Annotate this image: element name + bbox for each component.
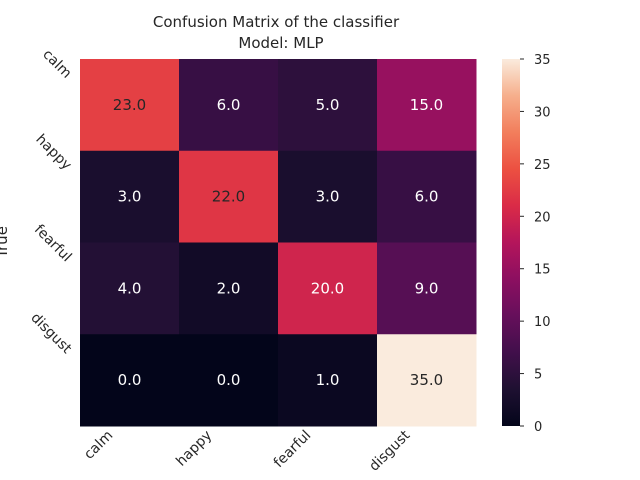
heatmap-cell — [80, 150, 180, 243]
heatmap-cell — [377, 334, 477, 427]
heatmap-annotations: 23.0 6.0 5.0 15.0 3.0 22.0 3.0 6.0 4.0 2.0 20.0 9.0… — [113, 96, 443, 389]
colorbar-tick-label: 25 — [534, 158, 551, 173]
x-tick-label: calm — [81, 428, 116, 463]
heatmap-cell — [278, 150, 378, 243]
colorbar-tick-label: 35 — [534, 53, 551, 68]
heatmap-cell — [80, 242, 180, 335]
heatmap-cell — [179, 150, 279, 243]
chart-subtitle: Model: MLP — [238, 34, 323, 52]
y-tick-label: disgust — [27, 310, 74, 357]
cell-annotation: 9.0 — [415, 279, 439, 297]
heatmap-cell — [80, 59, 180, 152]
heatmap-cell — [377, 150, 477, 243]
colorbar-tick-label: 0 — [534, 420, 542, 435]
heatmap-cells — [80, 59, 477, 427]
heatmap-cell — [179, 242, 279, 335]
cell-annotation: 3.0 — [316, 188, 340, 206]
y-tick-label: fearful — [31, 222, 75, 266]
cell-annotation: 15.0 — [410, 96, 443, 114]
x-tick-label: fearful — [271, 428, 315, 472]
cell-annotation: 20.0 — [311, 279, 344, 297]
cell-annotation: 35.0 — [410, 371, 443, 389]
y-tick-label: calm — [39, 46, 74, 81]
heatmap-cell — [278, 242, 378, 335]
colorbar-ticks: 0 5 10 15 20 25 30 35 — [520, 53, 551, 435]
heatmap-cell — [377, 242, 477, 335]
y-tick-labels: calm happy fearful disgust — [27, 46, 74, 357]
cell-annotation: 5.0 — [316, 96, 340, 114]
cell-annotation: 3.0 — [118, 188, 142, 206]
x-tick-labels: calm happy fearful disgust — [81, 427, 414, 474]
colorbar-tick-label: 20 — [534, 210, 551, 225]
heatmap-cell — [179, 334, 279, 427]
cell-annotation: 0.0 — [118, 371, 142, 389]
y-tick-label: happy — [32, 131, 74, 173]
cell-annotation: 6.0 — [217, 96, 241, 114]
x-tick-label: disgust — [366, 427, 413, 474]
cell-annotation: 1.0 — [316, 371, 340, 389]
colorbar-tick-label: 15 — [534, 263, 551, 278]
heatmap-cell — [377, 59, 477, 152]
cell-annotation: 23.0 — [113, 96, 146, 114]
cell-annotation: 4.0 — [118, 279, 142, 297]
colorbar — [502, 59, 520, 426]
cell-annotation: 22.0 — [212, 188, 245, 206]
colorbar-tick-label: 10 — [534, 315, 551, 330]
cell-annotation: 0.0 — [217, 371, 241, 389]
colorbar-tick-label: 5 — [534, 368, 542, 383]
heatmap-cell — [80, 334, 180, 427]
cell-annotation: 2.0 — [217, 279, 241, 297]
x-tick-label: happy — [173, 428, 215, 470]
cell-annotation: 6.0 — [415, 188, 439, 206]
heatmap-cell — [278, 59, 378, 152]
heatmap-cell — [278, 334, 378, 427]
colorbar-tick-label: 30 — [534, 105, 551, 120]
y-axis-label: True — [0, 226, 11, 259]
chart-title: Confusion Matrix of the classifier — [153, 13, 400, 31]
heatmap-cell — [179, 59, 279, 152]
